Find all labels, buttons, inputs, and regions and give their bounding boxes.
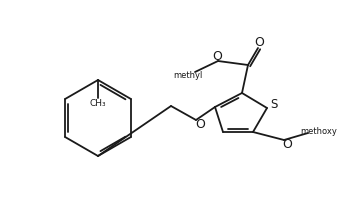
Text: O: O — [282, 138, 292, 150]
Text: O: O — [195, 118, 205, 132]
Text: methyl: methyl — [173, 72, 203, 80]
Text: O: O — [254, 36, 264, 49]
Text: methoxy: methoxy — [301, 127, 338, 136]
Text: CH₃: CH₃ — [90, 99, 106, 108]
Text: O: O — [212, 49, 222, 62]
Text: S: S — [270, 98, 278, 110]
